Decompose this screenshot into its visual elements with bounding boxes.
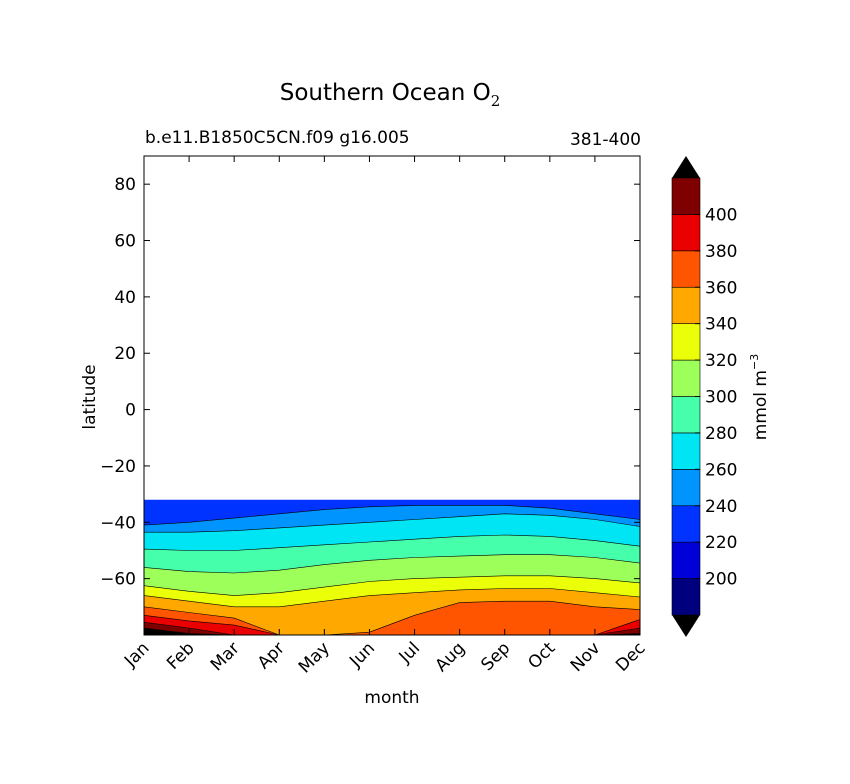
colorbar-extend-bottom (672, 615, 700, 637)
colorbar-segment (671, 578, 701, 616)
colorbar-tick-label: 300 (705, 388, 737, 408)
y-tick-label: 40 (114, 288, 136, 308)
y-tick-label: −60 (100, 570, 136, 590)
y-tick-label: −20 (100, 457, 136, 477)
x-tick-label: Apr (254, 638, 289, 673)
colorbar-segment (671, 250, 701, 288)
colorbar-tick-label: 360 (705, 278, 737, 298)
colorbar-segment (671, 469, 701, 507)
colorbar-segment (671, 359, 701, 397)
colorbar-segment (671, 432, 701, 470)
colorbar-tick-label: 240 (705, 497, 737, 517)
colorbar-tick-label: 220 (705, 533, 737, 553)
x-tick-label: Mar (207, 638, 244, 675)
y-axis-label: latitude (80, 364, 100, 429)
plot-frame (143, 155, 641, 636)
y-tick-label: 80 (114, 175, 136, 195)
colorbar-label: mmol m−3 (748, 354, 771, 440)
x-tick-label: Jul (395, 638, 424, 667)
x-tick-label: Oct (524, 638, 559, 673)
x-tick-label: Aug (432, 638, 470, 676)
colorbar-tick-label: 340 (705, 315, 737, 335)
colorbar-segment (671, 286, 701, 324)
colorbar-tick-label: 260 (705, 460, 737, 480)
x-tick-label: Nov (567, 638, 605, 676)
contour-fill (143, 499, 641, 636)
subtitle-right: 381-400 (570, 130, 641, 150)
y-axis: 80 60 40 20 0 −20 −40 −60 (100, 175, 640, 590)
y-tick-label: 60 (114, 232, 136, 252)
subtitle-left: b.e11.B1850C5CN.f09 g16.005 (145, 128, 410, 148)
colorbar-segment (671, 541, 701, 579)
y-tick-label: −40 (100, 513, 136, 533)
x-tick-label: Jun (345, 638, 379, 672)
colorbar-segment (671, 214, 701, 252)
x-tick-label: Feb (163, 638, 198, 673)
colorbar-tick-label: 380 (705, 242, 737, 262)
colorbar-extend-top (672, 156, 700, 178)
colorbar-segment (671, 505, 701, 543)
chart-title: Southern Ocean O2 (280, 80, 500, 110)
colorbar-segment (671, 396, 701, 434)
colorbar-segment (671, 323, 701, 361)
x-tick-label: Jan (120, 638, 153, 671)
chart-title-subscript: 2 (491, 92, 501, 110)
colorbar-tick-label: 280 (705, 424, 737, 444)
colorbar: 200 220 240 260 280 300 320 340 360 380 400 (671, 156, 737, 637)
colorbar-label-text: mmol m (751, 370, 771, 440)
y-tick-label: 0 (125, 401, 136, 421)
x-tick-label: May (295, 638, 334, 677)
colorbar-tick-label: 200 (705, 570, 737, 590)
x-tick-label: Dec (612, 638, 649, 675)
x-tick-label: Sep (477, 638, 514, 675)
colorbar-label-exponent: −3 (748, 354, 761, 370)
colorbar-segment (671, 177, 701, 215)
chart-title-text: Southern Ocean O (280, 80, 491, 106)
colorbar-tick-label: 400 (705, 205, 737, 225)
x-axis-label: month (364, 688, 419, 708)
y-tick-label: 20 (114, 344, 136, 364)
colorbar-tick-label: 320 (705, 351, 737, 371)
